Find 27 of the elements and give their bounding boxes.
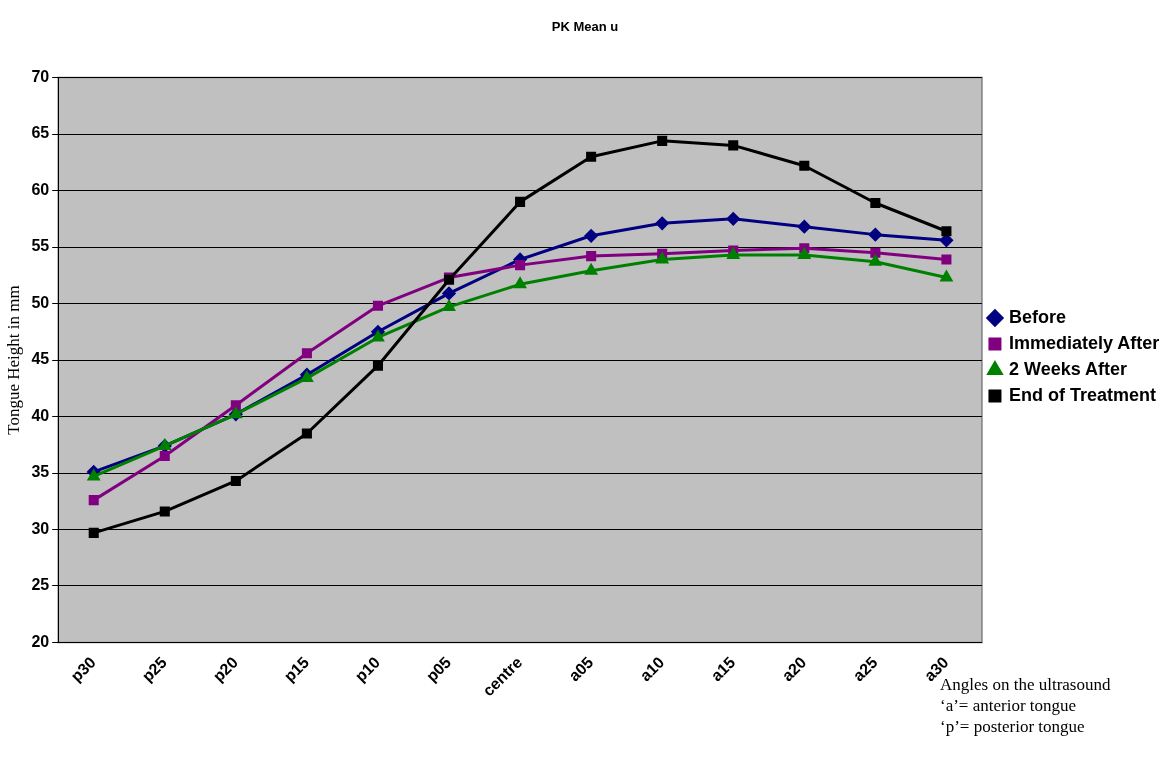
- y-axis-title: Tongue Height in mm: [3, 285, 23, 435]
- legend-label: End of Treatment: [1008, 384, 1156, 405]
- legend-label: Immediately After: [1008, 332, 1160, 353]
- text: ‘a’= anterior tongue: [940, 695, 1078, 716]
- y-tick-label: 55: [31, 237, 50, 255]
- text: ‘p’= posterior tongue: [940, 716, 1086, 737]
- y-tick-label: 60: [31, 180, 50, 198]
- y-tick-label: 25: [31, 576, 50, 594]
- y-tick-label: 65: [31, 124, 50, 142]
- legend-label: Before: [1008, 306, 1066, 327]
- x-tick-label: p10: [351, 653, 384, 685]
- x-tick-label: a25: [849, 653, 881, 685]
- y-tick-label: 30: [31, 519, 50, 537]
- y-tick-label: 35: [31, 463, 50, 481]
- x-tick-label: a20: [778, 653, 810, 685]
- y-tick-label: 45: [31, 350, 50, 368]
- x-tick-label: p30: [67, 653, 100, 685]
- legend-label: 2 Weeks After: [1008, 358, 1128, 379]
- x-tick-label: a15: [707, 653, 739, 685]
- x-tick-label: a10: [636, 653, 668, 685]
- y-tick-label: 70: [31, 68, 50, 86]
- y-tick-label: 20: [31, 632, 50, 650]
- chart-title: PK Mean u: [551, 19, 619, 35]
- x-tick-label: p20: [209, 653, 242, 685]
- y-tick-label: 50: [31, 293, 50, 311]
- x-tick-label: a05: [565, 653, 597, 685]
- y-tick-label: 40: [31, 406, 50, 424]
